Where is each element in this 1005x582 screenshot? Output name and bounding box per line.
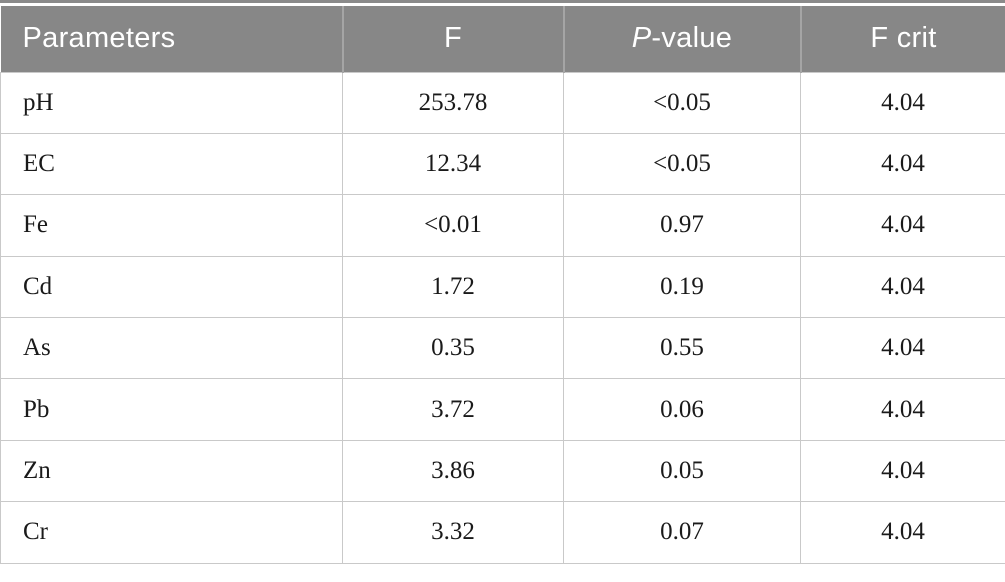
cell-f: 3.72: [342, 378, 564, 441]
cell-p-value: 0.97: [563, 194, 801, 257]
cell-f: <0.01: [342, 194, 564, 257]
cell-f: 3.32: [342, 501, 564, 564]
header-cell-f-crit: F crit: [799, 6, 1005, 72]
cell-parameter: Zn: [0, 439, 343, 503]
cell-parameter: Fe: [0, 194, 343, 257]
table-row: Pb 3.72 0.06 4.04: [0, 378, 1005, 441]
cell-f-crit: 4.04: [800, 255, 1005, 319]
cell-p-value: <0.05: [563, 132, 801, 196]
cell-parameter: Pb: [0, 378, 343, 441]
cell-p-value: 0.55: [563, 317, 801, 380]
table-row: Cd 1.72 0.19 4.04: [0, 255, 1005, 319]
table-header: Parameters F P-value F crit: [0, 6, 1005, 72]
cell-f: 253.78: [342, 71, 564, 134]
cell-f: 0.35: [342, 317, 564, 380]
cell-p-value: 0.05: [563, 439, 801, 503]
p-value-rest-part: -value: [651, 22, 733, 55]
header-row: Parameters F P-value F crit: [0, 6, 1005, 72]
table-row: As 0.35 0.55 4.04: [0, 317, 1005, 380]
table-row: Cr 3.32 0.07 4.04: [0, 501, 1005, 564]
cell-p-value: 0.06: [563, 378, 801, 441]
cell-parameter: Cr: [0, 501, 343, 564]
table-row: Fe <0.01 0.97 4.04: [0, 194, 1005, 257]
cell-p-value: <0.05: [563, 71, 801, 134]
cell-f-crit: 4.04: [800, 71, 1005, 134]
header-cell-f: F: [341, 6, 564, 72]
cell-p-value: 0.19: [563, 255, 801, 319]
anova-statistics-table: Parameters F P-value F crit pH 253.78 <0…: [0, 6, 1005, 564]
cell-f-crit: 4.04: [800, 317, 1005, 380]
cell-f: 12.34: [342, 132, 564, 196]
p-value-italic-part: P: [631, 22, 652, 55]
table-body: pH 253.78 <0.05 4.04 EC 12.34 <0.05 4.04…: [0, 71, 1005, 564]
cell-parameter: As: [0, 317, 343, 380]
table-row: EC 12.34 <0.05 4.04: [0, 132, 1005, 196]
header-cell-parameters: Parameters: [0, 6, 343, 72]
table-row: pH 253.78 <0.05 4.04: [0, 71, 1005, 134]
cell-f-crit: 4.04: [800, 439, 1005, 503]
cell-parameter: Cd: [0, 255, 343, 319]
cell-parameter: pH: [0, 71, 343, 134]
cell-f: 3.86: [342, 439, 564, 503]
table-row: Zn 3.86 0.05 4.04: [0, 439, 1005, 503]
cell-f: 1.72: [342, 255, 564, 319]
top-rule-divider: [0, 0, 1005, 3]
cell-f-crit: 4.04: [800, 194, 1005, 257]
cell-parameter: EC: [0, 132, 343, 196]
header-cell-p-value: P-value: [562, 6, 801, 72]
cell-f-crit: 4.04: [800, 501, 1005, 564]
cell-f-crit: 4.04: [800, 132, 1005, 196]
cell-f-crit: 4.04: [800, 378, 1005, 441]
cell-p-value: 0.07: [563, 501, 801, 564]
